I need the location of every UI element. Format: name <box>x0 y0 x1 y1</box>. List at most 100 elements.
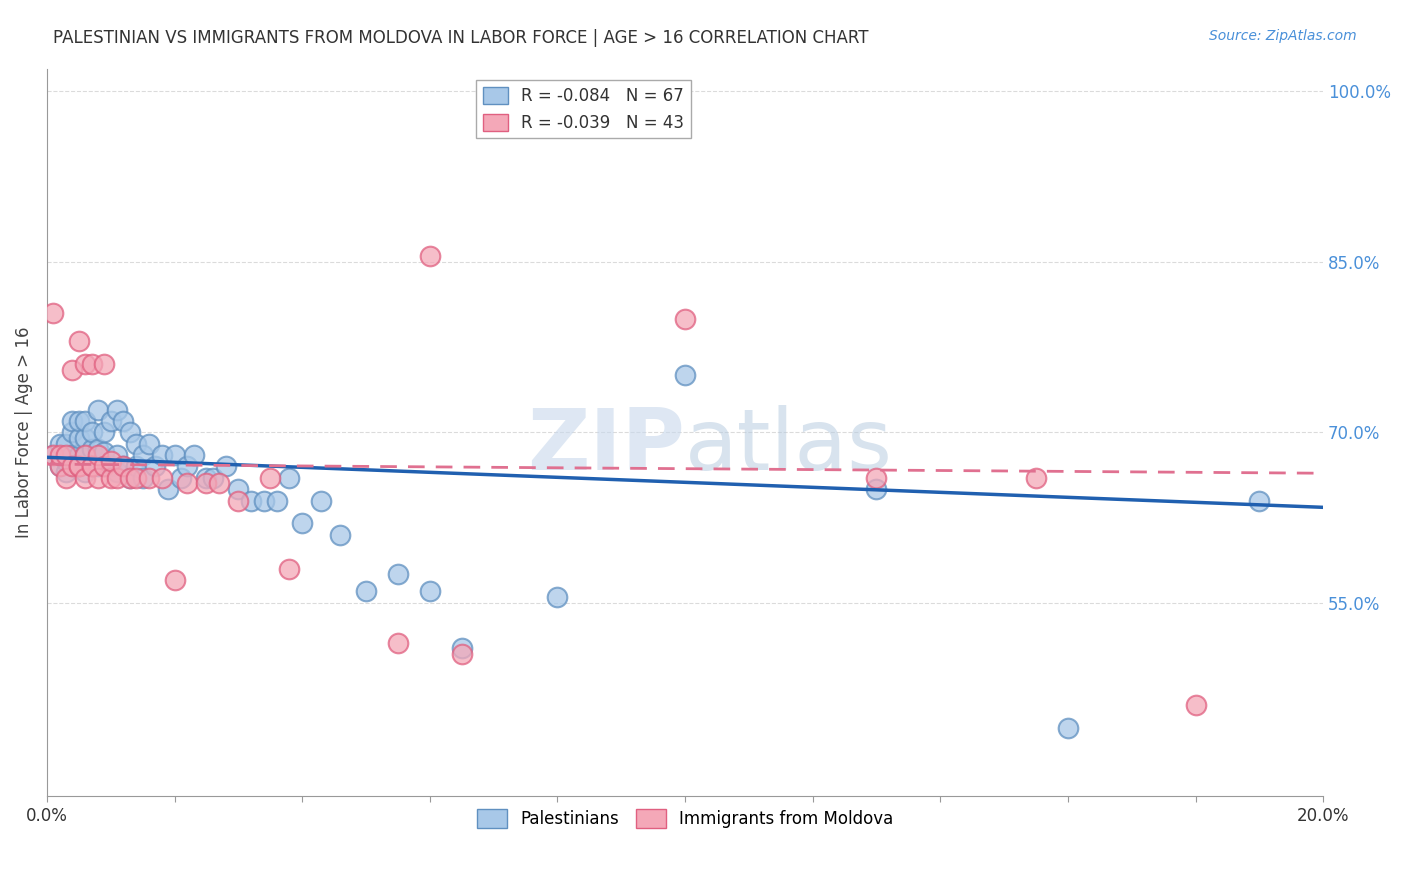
Point <box>67 459 90 474</box>
Point <box>163 573 186 587</box>
Point <box>865 482 887 496</box>
Point <box>354 584 377 599</box>
Point <box>329 527 352 541</box>
Point <box>80 357 103 371</box>
Point <box>673 311 696 326</box>
Point <box>125 471 148 485</box>
Point <box>253 493 276 508</box>
Point <box>93 459 115 474</box>
Point <box>93 444 115 458</box>
Point <box>138 436 160 450</box>
Point <box>419 249 441 263</box>
Point <box>240 493 263 508</box>
Point <box>125 459 148 474</box>
Point <box>48 436 70 450</box>
Point <box>67 459 90 474</box>
Point <box>387 567 409 582</box>
Point <box>55 465 77 479</box>
Point <box>80 442 103 457</box>
Point <box>112 459 135 474</box>
Point <box>228 493 250 508</box>
Point <box>62 448 84 462</box>
Point <box>75 357 97 371</box>
Point <box>42 448 65 462</box>
Point <box>67 459 90 474</box>
Point <box>419 584 441 599</box>
Point <box>387 635 409 649</box>
Point <box>673 368 696 383</box>
Point <box>450 647 472 661</box>
Point <box>131 471 153 485</box>
Point <box>201 471 224 485</box>
Point <box>75 448 97 462</box>
Point <box>87 448 110 462</box>
Point <box>48 448 70 462</box>
Point <box>48 459 70 474</box>
Point <box>48 459 70 474</box>
Point <box>131 448 153 462</box>
Point <box>157 482 180 496</box>
Point <box>150 471 173 485</box>
Point <box>42 306 65 320</box>
Point <box>311 493 333 508</box>
Point <box>112 459 135 474</box>
Point <box>80 459 103 474</box>
Point <box>55 436 77 450</box>
Point <box>93 425 115 440</box>
Point <box>80 425 103 440</box>
Point <box>105 402 128 417</box>
Point <box>75 431 97 445</box>
Point <box>55 448 77 462</box>
Point <box>214 459 236 474</box>
Point <box>183 448 205 462</box>
Point <box>67 414 90 428</box>
Point <box>1249 493 1271 508</box>
Point <box>1025 471 1047 485</box>
Legend: Palestinians, Immigrants from Moldova: Palestinians, Immigrants from Moldova <box>470 803 900 835</box>
Point <box>75 448 97 462</box>
Point <box>546 590 568 604</box>
Point <box>176 476 198 491</box>
Text: PALESTINIAN VS IMMIGRANTS FROM MOLDOVA IN LABOR FORCE | AGE > 16 CORRELATION CHA: PALESTINIAN VS IMMIGRANTS FROM MOLDOVA I… <box>53 29 869 46</box>
Y-axis label: In Labor Force | Age > 16: In Labor Force | Age > 16 <box>15 326 32 538</box>
Point <box>62 459 84 474</box>
Point <box>259 471 281 485</box>
Point <box>266 493 288 508</box>
Point <box>80 459 103 474</box>
Point <box>100 459 122 474</box>
Point <box>163 448 186 462</box>
Point <box>67 448 90 462</box>
Point <box>118 471 141 485</box>
Point <box>87 471 110 485</box>
Point <box>55 471 77 485</box>
Point <box>80 459 103 474</box>
Point <box>278 471 301 485</box>
Text: ZIP: ZIP <box>527 405 685 488</box>
Point <box>176 459 198 474</box>
Point <box>105 448 128 462</box>
Point <box>87 459 110 474</box>
Point <box>278 562 301 576</box>
Point <box>228 482 250 496</box>
Point <box>100 471 122 485</box>
Point <box>42 448 65 462</box>
Point <box>62 363 84 377</box>
Point <box>118 425 141 440</box>
Point <box>75 465 97 479</box>
Point <box>67 334 90 349</box>
Point <box>865 471 887 485</box>
Point <box>87 402 110 417</box>
Text: Source: ZipAtlas.com: Source: ZipAtlas.com <box>1209 29 1357 43</box>
Point <box>125 436 148 450</box>
Point <box>93 459 115 474</box>
Point <box>62 425 84 440</box>
Point <box>105 465 128 479</box>
Point <box>291 516 314 531</box>
Point <box>62 414 84 428</box>
Point <box>145 459 167 474</box>
Point <box>118 471 141 485</box>
Point <box>55 454 77 468</box>
Point <box>138 471 160 485</box>
Point <box>100 454 122 468</box>
Point <box>87 442 110 457</box>
